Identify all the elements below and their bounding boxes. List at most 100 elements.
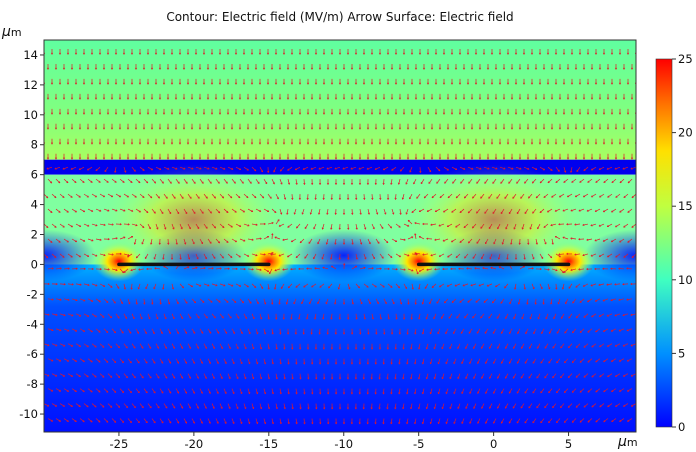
field-arrow-head	[218, 211, 221, 214]
field-arrow-head	[154, 112, 158, 115]
field-arrow-head	[137, 420, 140, 424]
field-arrow-head	[176, 331, 179, 334]
field-arrow-head	[166, 157, 170, 160]
field-arrow-head	[225, 181, 228, 184]
field-arrow-head	[429, 392, 432, 395]
field-arrow	[493, 418, 497, 424]
field-arrow-head	[454, 97, 458, 100]
field-arrow-head	[314, 142, 318, 145]
field-arrow-head	[153, 391, 156, 394]
field-arrow-head	[66, 82, 70, 85]
field-arrow	[391, 166, 397, 171]
field-arrow-head	[414, 252, 417, 255]
field-arrow-head	[334, 97, 338, 100]
field-arrow	[574, 253, 581, 256]
field-arrow	[391, 298, 395, 305]
field-arrow-head	[377, 241, 380, 244]
field-arrow-head	[493, 391, 496, 394]
field-arrow	[622, 313, 629, 316]
field-arrow	[195, 283, 202, 287]
field-arrow	[175, 418, 180, 424]
field-arrow	[374, 166, 381, 170]
field-arrow-head	[556, 331, 559, 334]
field-arrow-head	[462, 284, 465, 287]
field-arrow-head	[414, 127, 418, 130]
field-arrow	[278, 298, 281, 305]
field-arrow-head	[186, 82, 190, 85]
field-arrow-head	[426, 209, 429, 212]
field-arrow-head	[446, 157, 450, 160]
field-arrow-head	[534, 157, 538, 160]
field-arrow-head	[492, 331, 495, 334]
field-arrow	[91, 253, 98, 257]
field-arrow-head	[497, 406, 500, 409]
field-arrow-head	[242, 52, 246, 55]
field-arrow-head	[256, 362, 259, 365]
field-arrow	[304, 223, 309, 229]
field-arrow-head	[70, 97, 74, 100]
field-arrow-head	[443, 210, 446, 213]
field-arrow-head	[623, 225, 626, 228]
field-arrow-head	[86, 314, 89, 317]
field-arrow-head	[185, 331, 188, 334]
field-arrow-head	[591, 168, 594, 171]
field-arrow-head	[504, 196, 507, 199]
x-tick-label: -20	[184, 437, 203, 451]
field-arrow-head	[109, 316, 112, 319]
field-arrow-head	[342, 97, 346, 100]
field-arrow-head	[528, 346, 531, 349]
field-arrow	[138, 268, 145, 271]
field-arrow	[103, 208, 110, 212]
field-arrow-head	[322, 347, 326, 350]
field-arrow	[531, 283, 535, 290]
field-arrow-head	[321, 227, 324, 230]
field-arrow-head	[174, 127, 178, 130]
field-arrow-head	[546, 112, 550, 115]
field-arrow-head	[200, 391, 203, 394]
field-arrow	[351, 298, 354, 305]
field-arrow-head	[358, 67, 362, 70]
field-arrow-head	[510, 127, 514, 130]
field-arrow	[295, 253, 301, 258]
field-arrow	[103, 328, 109, 333]
field-arrow-head	[158, 157, 162, 160]
field-arrow-head	[240, 391, 243, 395]
field-arrow-head	[614, 97, 618, 100]
field-arrow	[531, 166, 538, 170]
field-arrow-head	[173, 196, 176, 199]
field-arrow	[610, 328, 617, 332]
field-arrow-head	[134, 157, 138, 160]
field-arrow-head	[555, 180, 558, 183]
field-arrow-head	[263, 222, 266, 226]
field-arrow	[235, 253, 241, 258]
field-arrow-head	[70, 127, 74, 130]
field-arrow-head	[87, 283, 90, 287]
field-arrow-head	[480, 196, 483, 199]
field-arrow-head	[230, 255, 233, 258]
field-arrow-head	[221, 256, 224, 259]
field-arrow-head	[98, 360, 101, 363]
field-arrow-head	[374, 67, 378, 70]
field-arrow-head	[274, 82, 278, 85]
field-arrow-head	[47, 374, 50, 377]
field-arrow-head	[542, 168, 545, 171]
field-arrow-head	[296, 226, 299, 229]
field-arrow	[107, 283, 113, 288]
field-arrow-head	[586, 267, 589, 271]
field-arrow	[395, 313, 398, 320]
field-arrow-head	[263, 332, 267, 335]
field-arrow-head	[591, 375, 594, 378]
field-arrow	[558, 253, 565, 255]
field-arrow	[411, 283, 414, 290]
field-arrow-head	[234, 300, 237, 303]
field-arrow-head	[222, 157, 226, 160]
field-arrow-head	[269, 271, 272, 275]
field-arrow-head	[75, 299, 78, 302]
field-arrow-head	[386, 197, 390, 200]
field-arrow-head	[552, 376, 555, 379]
field-arrow	[127, 358, 132, 364]
field-arrow	[513, 223, 517, 230]
field-arrow	[478, 283, 485, 287]
field-arrow-head	[164, 227, 167, 230]
